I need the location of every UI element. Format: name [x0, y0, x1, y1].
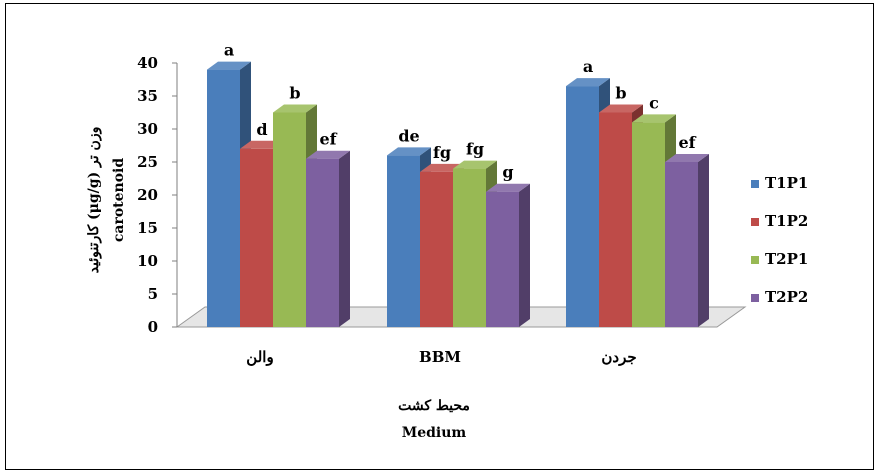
y-tick-label: 5	[148, 285, 158, 303]
y-tick-label: 25	[137, 153, 158, 171]
y-tick-label: 40	[137, 54, 158, 72]
legend-swatch	[751, 256, 759, 264]
legend: T1P1 T1P2 T2P1 T2P2	[751, 174, 808, 306]
y-tick-label: 20	[137, 186, 158, 204]
x-axis-title-english: Medium	[402, 425, 467, 441]
bar-t2p2-2	[486, 183, 530, 327]
legend-swatch	[751, 294, 759, 302]
significance-label: d	[256, 120, 267, 139]
legend-label: T2P2	[765, 288, 808, 306]
significance-label: ef	[678, 133, 696, 152]
y-axis: 0 5 10 15 20 25 30 35 40	[137, 54, 178, 336]
y-tick-label: 15	[137, 219, 158, 237]
bars-group	[207, 61, 709, 328]
y-tick-label: 0	[148, 318, 158, 336]
significance-label: fg	[466, 140, 484, 159]
significance-label: ef	[319, 130, 337, 149]
category-label: والن	[246, 348, 273, 366]
legend-label: T1P1	[765, 174, 808, 192]
bar-t2p2-1	[306, 150, 350, 327]
significance-label: b	[289, 84, 300, 103]
y-tick-label: 10	[137, 252, 158, 270]
significance-label: g	[502, 163, 513, 182]
category-labels: والن BBM جردن	[246, 348, 636, 366]
significance-label: fg	[433, 143, 451, 162]
significance-label: de	[398, 126, 419, 145]
bar-t2p2-3	[665, 154, 709, 327]
y-tick-label: 30	[137, 120, 158, 138]
significance-label: a	[583, 57, 593, 76]
legend-label: T2P1	[765, 250, 808, 268]
y-tick-label: 35	[137, 87, 158, 105]
legend-swatch	[751, 218, 759, 226]
x-axis-title-persian: محیط کشت	[398, 398, 470, 414]
significance-label: b	[615, 84, 626, 103]
legend-label: T1P2	[765, 212, 808, 230]
significance-label: c	[649, 93, 659, 112]
y-axis-title-persian: کارتنوئید (μg/g) وزن تر	[86, 127, 102, 274]
category-label: BBM	[419, 348, 461, 366]
significance-label: a	[224, 41, 234, 60]
legend-swatch	[751, 180, 759, 188]
y-axis-title-english: carotenoid	[111, 158, 127, 243]
category-label: جردن	[601, 348, 636, 366]
